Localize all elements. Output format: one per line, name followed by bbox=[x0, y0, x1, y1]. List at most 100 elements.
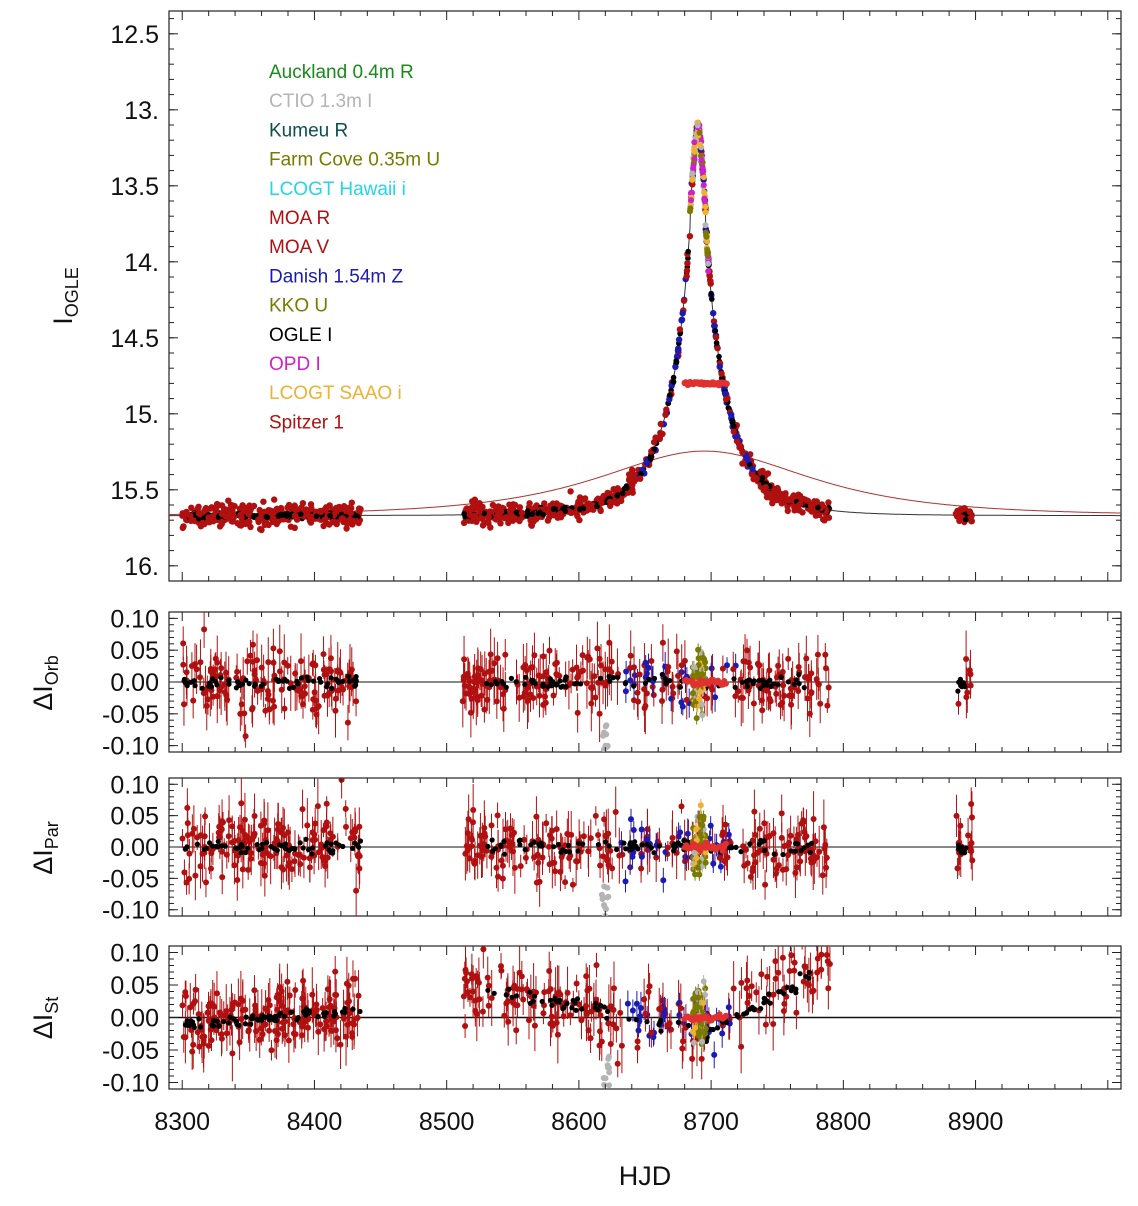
ogle-residual-point bbox=[751, 1007, 757, 1013]
ogle-residual-point bbox=[592, 1005, 599, 1011]
data-point bbox=[663, 406, 670, 413]
ogle-residual-point bbox=[315, 1014, 321, 1020]
data-point bbox=[188, 504, 195, 511]
followup-residual-point bbox=[702, 859, 709, 866]
data-point bbox=[736, 442, 744, 449]
data-point bbox=[662, 411, 669, 418]
ogle-residual-point bbox=[809, 840, 815, 847]
residual-point bbox=[207, 1000, 214, 1007]
ogle-residual-point bbox=[675, 1019, 682, 1025]
ogle-residual-point bbox=[503, 684, 509, 690]
residual-point bbox=[764, 973, 771, 980]
residual-point bbox=[586, 985, 593, 992]
ogle-residual-point bbox=[184, 1018, 190, 1024]
residual-point bbox=[192, 998, 198, 1005]
residual-point bbox=[611, 985, 617, 992]
residual-point bbox=[775, 969, 782, 976]
followup-residual-point bbox=[693, 715, 700, 722]
data-point bbox=[784, 496, 791, 503]
residual-point bbox=[200, 690, 207, 697]
residual-point bbox=[820, 824, 827, 831]
residual-point bbox=[823, 952, 830, 958]
residual-point bbox=[485, 982, 492, 989]
residual-point bbox=[470, 988, 477, 995]
ogle-residual-point bbox=[238, 841, 245, 848]
ogle-residual-point bbox=[306, 1008, 312, 1014]
ogle-residual-point bbox=[557, 997, 563, 1003]
ogle-residual-point bbox=[226, 677, 232, 683]
data-point bbox=[343, 507, 351, 514]
data-point bbox=[194, 505, 202, 512]
residual-point bbox=[719, 665, 726, 672]
residual-point bbox=[811, 855, 818, 862]
ogle-residual-point bbox=[484, 680, 490, 687]
ogle-residual-point bbox=[346, 673, 352, 680]
data-point bbox=[293, 505, 300, 513]
data-point bbox=[238, 522, 245, 529]
residual-point bbox=[218, 1035, 225, 1042]
residual-point bbox=[762, 1021, 769, 1028]
data-point bbox=[291, 512, 299, 519]
ogle-residual-point bbox=[574, 996, 581, 1002]
ogle-residual-point bbox=[789, 984, 796, 990]
residual-point bbox=[634, 1044, 641, 1051]
residual-point bbox=[306, 864, 313, 871]
residual-point bbox=[318, 841, 325, 848]
residual-point bbox=[323, 1018, 330, 1025]
ogle-residual-point bbox=[578, 681, 584, 687]
residual-point bbox=[270, 697, 276, 704]
ctio-residual-point bbox=[601, 883, 608, 890]
data-point bbox=[624, 485, 630, 491]
ogle-residual-point bbox=[325, 681, 331, 687]
data-point bbox=[710, 310, 717, 317]
residual-point bbox=[235, 837, 242, 844]
spitzer-point bbox=[723, 380, 730, 388]
data-point bbox=[222, 513, 229, 520]
data-point bbox=[239, 502, 246, 509]
residual-point bbox=[502, 826, 509, 833]
data-point bbox=[340, 503, 348, 510]
residual-point bbox=[353, 887, 360, 894]
residual-point bbox=[266, 1027, 273, 1034]
residual-point bbox=[617, 1009, 624, 1016]
ogle-residual-point bbox=[258, 683, 264, 689]
data-point bbox=[291, 524, 298, 531]
residual-point bbox=[642, 659, 649, 666]
ogle-residual-point bbox=[739, 679, 745, 685]
data-point bbox=[748, 471, 756, 478]
residual-point bbox=[623, 668, 630, 675]
ogle-residual-point bbox=[549, 1002, 555, 1009]
ogle-residual-point bbox=[502, 851, 508, 857]
ogle-residual-point bbox=[305, 678, 311, 684]
residual-point bbox=[557, 868, 564, 875]
ogle-residual-point bbox=[340, 843, 346, 850]
ogle-residual-point bbox=[633, 1017, 639, 1023]
residual-point bbox=[214, 693, 221, 699]
residual-point bbox=[285, 1037, 292, 1044]
residual-point bbox=[301, 683, 308, 690]
residual-point bbox=[238, 800, 245, 807]
peak-data-point bbox=[697, 141, 704, 148]
residual-point bbox=[675, 672, 681, 679]
residual-point bbox=[268, 1047, 275, 1054]
ogle-residual-point bbox=[522, 681, 528, 688]
ogle-residual-point bbox=[756, 841, 762, 847]
residual-point bbox=[588, 1008, 595, 1015]
data-point bbox=[255, 516, 262, 524]
residual-point bbox=[281, 705, 288, 712]
residual-point bbox=[201, 626, 208, 633]
data-point bbox=[684, 260, 691, 267]
residual-point bbox=[573, 858, 580, 865]
residual-point bbox=[759, 707, 766, 714]
ogle-residual-point bbox=[564, 1000, 570, 1007]
residual-point bbox=[650, 692, 657, 698]
residual-point bbox=[356, 865, 363, 872]
ogle-residual-point bbox=[331, 1013, 337, 1019]
residual-point bbox=[751, 808, 758, 815]
ogle-residual-point bbox=[353, 674, 359, 680]
residual-point bbox=[241, 816, 248, 823]
residual-point bbox=[607, 1041, 614, 1047]
ogle-residual-point bbox=[243, 677, 249, 683]
residual-point bbox=[343, 1033, 349, 1040]
residual-point bbox=[507, 825, 514, 832]
